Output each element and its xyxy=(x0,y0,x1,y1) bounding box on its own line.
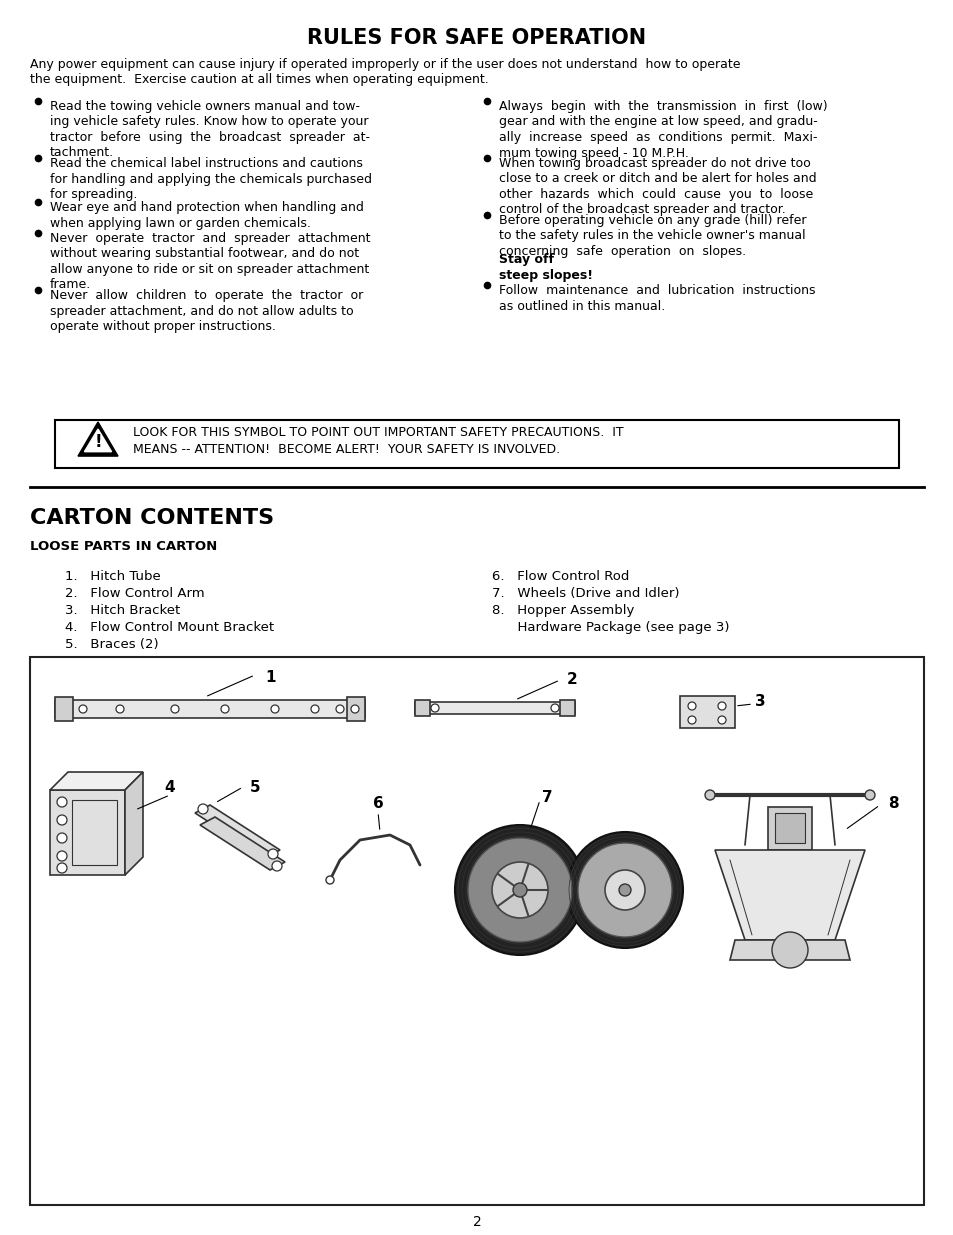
Text: When towing broadcast spreader do not drive too
close to a creek or ditch and be: When towing broadcast spreader do not dr… xyxy=(498,157,816,216)
Circle shape xyxy=(79,705,87,713)
Polygon shape xyxy=(55,700,365,718)
Polygon shape xyxy=(679,697,734,727)
FancyBboxPatch shape xyxy=(30,657,923,1205)
Circle shape xyxy=(221,705,229,713)
Text: RULES FOR SAFE OPERATION: RULES FOR SAFE OPERATION xyxy=(307,28,646,48)
Circle shape xyxy=(57,797,67,806)
Polygon shape xyxy=(50,790,125,876)
Text: Before operating vehicle on any grade (hill) refer
to the safety rules in the ve: Before operating vehicle on any grade (h… xyxy=(498,214,805,258)
Text: 7.   Wheels (Drive and Idler): 7. Wheels (Drive and Idler) xyxy=(492,587,679,600)
FancyBboxPatch shape xyxy=(55,420,898,468)
Text: 2.   Flow Control Arm: 2. Flow Control Arm xyxy=(65,587,204,600)
Circle shape xyxy=(771,932,807,968)
Circle shape xyxy=(604,869,644,910)
Circle shape xyxy=(718,701,725,710)
Text: 6.   Flow Control Rod: 6. Flow Control Rod xyxy=(492,571,629,583)
Circle shape xyxy=(687,716,696,724)
Circle shape xyxy=(311,705,318,713)
Text: !: ! xyxy=(94,433,102,451)
Polygon shape xyxy=(559,700,575,716)
Polygon shape xyxy=(729,940,849,960)
Circle shape xyxy=(455,825,584,955)
Circle shape xyxy=(492,862,547,918)
Text: 4.   Flow Control Mount Bracket: 4. Flow Control Mount Bracket xyxy=(65,621,274,634)
Text: 2: 2 xyxy=(472,1215,481,1229)
Circle shape xyxy=(431,704,438,713)
Text: 4: 4 xyxy=(165,781,175,795)
Text: Wear eye and hand protection when handling and
when applying lawn or garden chem: Wear eye and hand protection when handli… xyxy=(50,201,363,230)
Polygon shape xyxy=(415,701,575,714)
Circle shape xyxy=(618,884,630,897)
Text: 7: 7 xyxy=(541,790,552,805)
Text: Never  operate  tractor  and  spreader  attachment
without wearing substantial f: Never operate tractor and spreader attac… xyxy=(50,232,370,291)
Text: Hardware Package (see page 3): Hardware Package (see page 3) xyxy=(492,621,729,634)
Circle shape xyxy=(326,876,334,884)
Text: 3: 3 xyxy=(754,694,765,709)
Text: 8.   Hopper Assembly: 8. Hopper Assembly xyxy=(492,604,634,618)
Text: CARTON CONTENTS: CARTON CONTENTS xyxy=(30,508,274,529)
Circle shape xyxy=(57,815,67,825)
Text: 8: 8 xyxy=(887,795,898,810)
Circle shape xyxy=(57,863,67,873)
Circle shape xyxy=(271,705,278,713)
Circle shape xyxy=(57,851,67,861)
Circle shape xyxy=(566,832,682,948)
Text: LOOK FOR THIS SYMBOL TO POINT OUT IMPORTANT SAFETY PRECAUTIONS.  IT
MEANS -- ATT: LOOK FOR THIS SYMBOL TO POINT OUT IMPORT… xyxy=(132,426,623,456)
Polygon shape xyxy=(194,805,280,858)
Circle shape xyxy=(268,848,277,860)
Text: LOOSE PARTS IN CARTON: LOOSE PARTS IN CARTON xyxy=(30,540,217,553)
Polygon shape xyxy=(714,850,864,940)
Circle shape xyxy=(687,701,696,710)
Text: Always  begin  with  the  transmission  in  first  (low)
gear and with the engin: Always begin with the transmission in fi… xyxy=(498,100,827,159)
Text: Follow  maintenance  and  lubrication  instructions
as outlined in this manual.: Follow maintenance and lubrication instr… xyxy=(498,284,815,312)
Circle shape xyxy=(578,844,671,937)
Circle shape xyxy=(335,705,344,713)
Text: Any power equipment can cause injury if operated improperly or if the user does : Any power equipment can cause injury if … xyxy=(30,58,740,86)
Circle shape xyxy=(171,705,179,713)
Text: Never  allow  children  to  operate  the  tractor  or
spreader attachment, and d: Never allow children to operate the trac… xyxy=(50,289,363,333)
Polygon shape xyxy=(55,697,73,721)
Circle shape xyxy=(468,839,572,942)
Polygon shape xyxy=(78,422,118,456)
Polygon shape xyxy=(50,772,143,790)
Circle shape xyxy=(351,705,358,713)
Circle shape xyxy=(272,861,282,871)
Text: 1: 1 xyxy=(265,671,275,685)
Text: 5: 5 xyxy=(250,779,260,794)
Text: 5.   Braces (2): 5. Braces (2) xyxy=(65,638,158,651)
Text: Read the towing vehicle owners manual and tow-
ing vehicle safety rules. Know ho: Read the towing vehicle owners manual an… xyxy=(50,100,370,159)
Circle shape xyxy=(57,832,67,844)
Polygon shape xyxy=(774,813,804,844)
Text: 6: 6 xyxy=(373,797,383,811)
Circle shape xyxy=(718,716,725,724)
Circle shape xyxy=(864,790,874,800)
Polygon shape xyxy=(200,818,285,869)
Text: 2: 2 xyxy=(566,673,578,688)
Circle shape xyxy=(198,804,208,814)
Polygon shape xyxy=(767,806,811,850)
Text: Stay off
steep slopes!: Stay off steep slopes! xyxy=(498,253,593,282)
Text: 3.   Hitch Bracket: 3. Hitch Bracket xyxy=(65,604,180,618)
Circle shape xyxy=(116,705,124,713)
Circle shape xyxy=(551,704,558,713)
Polygon shape xyxy=(347,697,365,721)
Text: 1.   Hitch Tube: 1. Hitch Tube xyxy=(65,571,161,583)
Polygon shape xyxy=(415,700,430,716)
Polygon shape xyxy=(125,772,143,876)
Text: Read the chemical label instructions and cautions
for handling and applying the : Read the chemical label instructions and… xyxy=(50,157,372,201)
Circle shape xyxy=(704,790,714,800)
Circle shape xyxy=(513,883,526,897)
Polygon shape xyxy=(84,429,112,452)
